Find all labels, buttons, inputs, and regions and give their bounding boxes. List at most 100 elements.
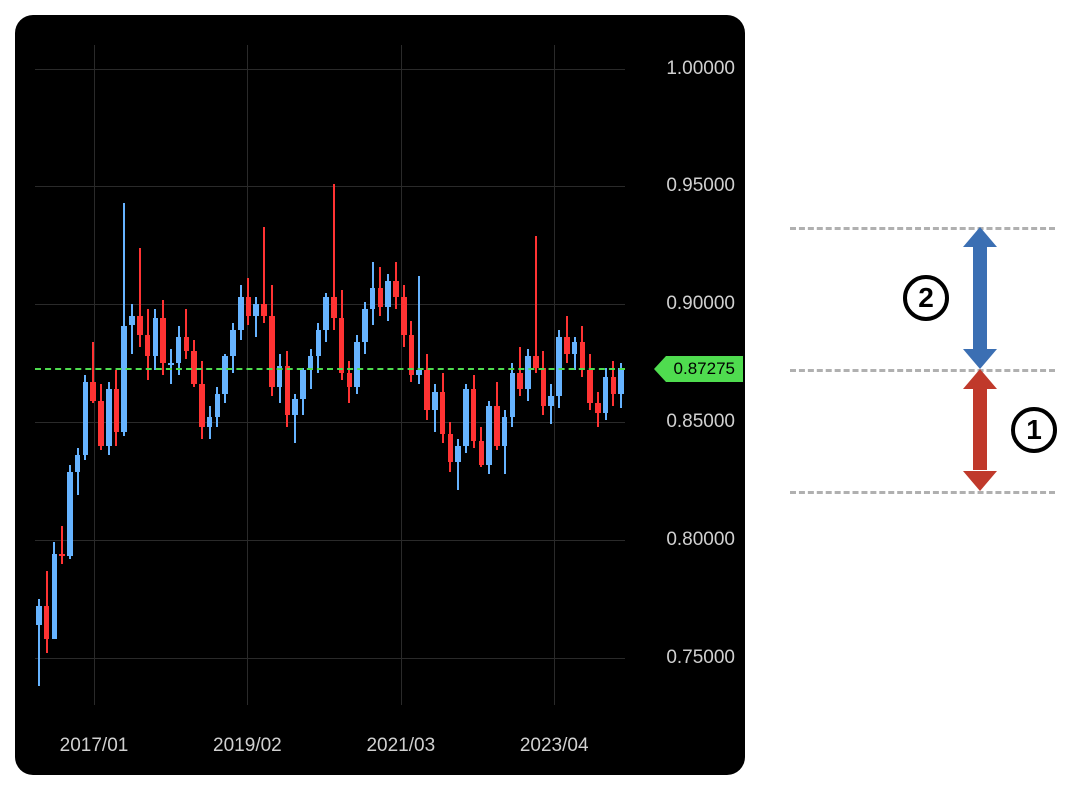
candle [176,45,182,705]
candle [479,45,485,705]
candle [603,45,609,705]
arrow-1-head-down [963,471,997,491]
candle [308,45,314,705]
arrow-2-head-down [963,349,997,369]
candle [564,45,570,705]
candle [502,45,508,705]
candle [618,45,624,705]
candle [83,45,89,705]
candle [587,45,593,705]
candle [114,45,120,705]
x-axis-tick: 2023/04 [520,735,589,757]
candle [331,45,337,705]
candle [230,45,236,705]
candle [471,45,477,705]
candle [323,45,329,705]
candle [401,45,407,705]
candle [510,45,516,705]
candle [67,45,73,705]
y-axis-tick: 0.80000 [666,529,735,551]
candle [440,45,446,705]
candle [347,45,353,705]
candlestick-chart-container: 1.00000 0.95000 0.90000 0.85000 0.80000 0.750… [15,15,745,775]
candle [269,45,275,705]
x-axis-tick: 2017/01 [60,735,129,757]
annotation-dashed-line [790,491,1055,494]
candle [246,45,252,705]
y-axis-tick: 0.75000 [666,647,735,669]
arrow-1-shaft [973,389,987,471]
candle [572,45,578,705]
candle [556,45,562,705]
current-price-tag: 0.87275 [666,356,743,382]
grid-line-v [554,45,555,705]
candle [253,45,259,705]
current-price-line [35,368,625,370]
x-axis-tick: 2021/03 [366,735,435,757]
candle [362,45,368,705]
x-axis: 2017/01 2019/02 2021/03 2023/04 [35,715,625,765]
candle [393,45,399,705]
candle [160,45,166,705]
arrow-2-shaft [973,247,987,349]
candle [455,45,461,705]
candle [448,45,454,705]
candle [98,45,104,705]
candle [292,45,298,705]
candle [533,45,539,705]
candle [370,45,376,705]
x-axis-tick: 2019/02 [213,735,282,757]
candle [316,45,322,705]
candle [222,45,228,705]
candle [339,45,345,705]
y-axis: 1.00000 0.95000 0.90000 0.85000 0.80000 0.750… [635,45,745,705]
candle [525,45,531,705]
candle [215,45,221,705]
candle [207,45,213,705]
y-axis-tick: 1.00000 [666,58,735,80]
candle [153,45,159,705]
candle [129,45,135,705]
candle [199,45,205,705]
candle [463,45,469,705]
candle [121,45,127,705]
candle [517,45,523,705]
annotation-panel: 21 [790,30,1060,760]
candle [580,45,586,705]
candle [354,45,360,705]
y-axis-tick: 0.90000 [666,293,735,315]
candle [52,45,58,705]
candle [59,45,65,705]
candle [494,45,500,705]
candle [416,45,422,705]
candle [168,45,174,705]
candle [277,45,283,705]
candle [90,45,96,705]
candle [541,45,547,705]
candle [285,45,291,705]
candle [238,45,244,705]
candle [75,45,81,705]
y-axis-tick: 0.85000 [666,411,735,433]
candle [378,45,384,705]
y-axis-tick: 0.95000 [666,175,735,197]
annotation-label-1: 1 [1011,407,1057,453]
chart-plot-area [35,45,625,705]
candle [137,45,143,705]
candle [184,45,190,705]
arrow-1-head-up [963,369,997,389]
candle [595,45,601,705]
arrow-2-head-up [963,227,997,247]
annotation-dashed-line [790,369,1055,372]
candle [44,45,50,705]
candle [145,45,151,705]
candle [261,45,267,705]
candle [409,45,415,705]
candle [385,45,391,705]
candle [611,45,617,705]
candle [36,45,42,705]
candle [548,45,554,705]
candle [486,45,492,705]
annotation-dashed-line [790,227,1055,230]
candle [106,45,112,705]
